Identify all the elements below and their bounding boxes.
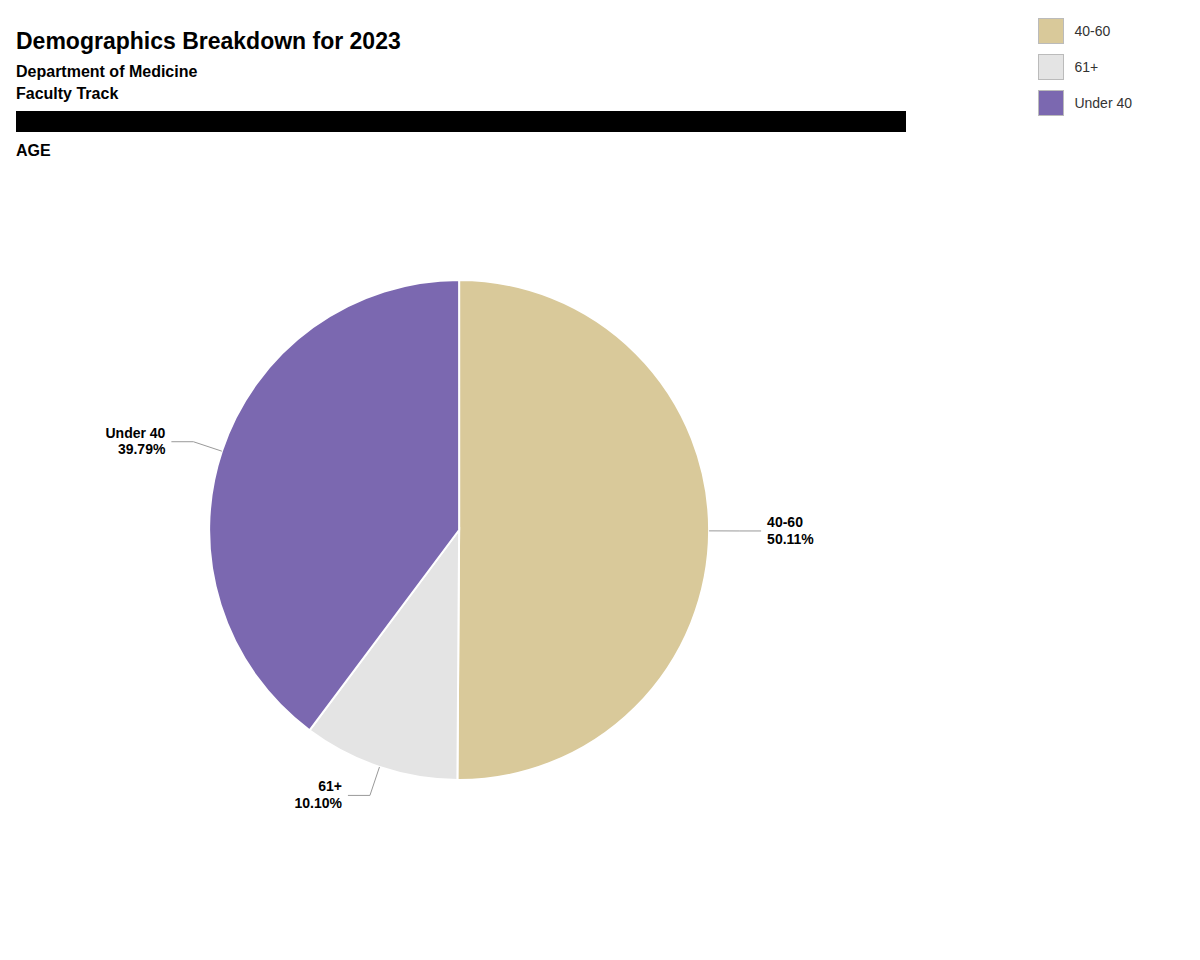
html-text:Under 40: Under 40 — [1074, 95, 1132, 111]
html-text:40-60: 40-60 — [1074, 23, 1111, 39]
svg-text:40-6050.11%: 40-6050.11% — [767, 514, 814, 547]
html-text:61+: 61+ — [1074, 59, 1099, 75]
html-text:Demographics Breakdown for 202: Demographics Breakdown for 2023 — [16, 28, 401, 54]
html-text:AGE: AGE — [16, 142, 51, 159]
svg-text:61+10.10%: 61+10.10% — [294, 778, 342, 811]
html-text:Department of Medicine: Department of Medicine — [16, 63, 198, 80]
svg-text:Under 4039.79%: Under 4039.79% — [105, 425, 165, 458]
html-text:Faculty Track: Faculty Track — [16, 85, 119, 102]
